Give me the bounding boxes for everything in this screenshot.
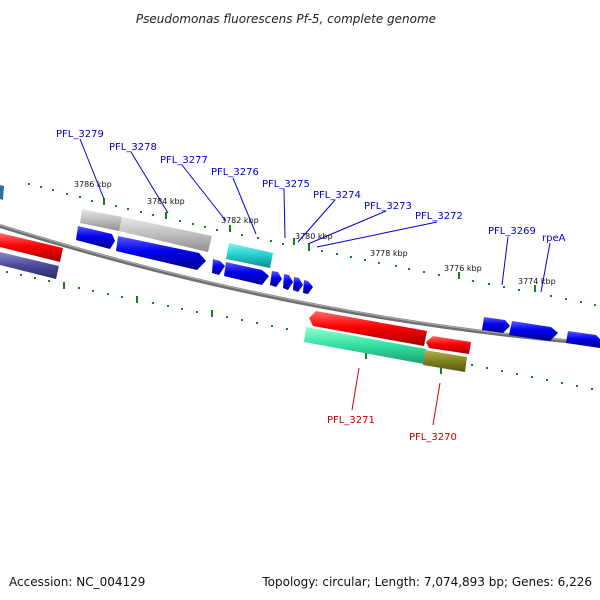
- gene-label[interactable]: PFL_3271: [327, 415, 375, 426]
- gene-feature[interactable]: [566, 331, 600, 348]
- gene-label[interactable]: PFL_3272: [415, 211, 463, 222]
- gene-feature[interactable]: [119, 217, 212, 252]
- gene-label[interactable]: PFL_3275: [262, 179, 310, 190]
- accession-text: Accession: NC_004129: [9, 575, 145, 589]
- gene-feature[interactable]: [116, 236, 206, 270]
- gene-feature[interactable]: [309, 311, 427, 346]
- gene-feature[interactable]: [293, 277, 303, 292]
- map-title: Pseudomonas fluorescens Pf-5, complete g…: [136, 12, 436, 26]
- forward-gene-label-texts: PFL_3279 PFL_3278 PFL_3277 PFL_3276 PFL_…: [56, 129, 566, 244]
- inner-tick-row: [6, 271, 593, 390]
- gene-feature[interactable]: [224, 262, 269, 285]
- genome-summary-text: Topology: circular; Length: 7,074,893 bp…: [261, 575, 592, 589]
- gene-label[interactable]: rpeA: [542, 233, 566, 244]
- gene-feature[interactable]: [426, 336, 471, 354]
- gene-feature[interactable]: [80, 209, 122, 231]
- gene-feature[interactable]: [270, 271, 282, 287]
- gene-feature[interactable]: [226, 243, 273, 268]
- outer-tick-row: [28, 183, 596, 306]
- gene-feature[interactable]: [283, 274, 293, 290]
- gene-label[interactable]: PFL_3277: [160, 155, 208, 166]
- gene-feature[interactable]: [0, 233, 63, 262]
- gene-features: [0, 185, 600, 372]
- tick-label: 3778 kbp: [370, 249, 408, 258]
- gene-feature[interactable]: [509, 321, 558, 341]
- gene-feature[interactable]: [76, 226, 115, 249]
- tick-label: 3776 kbp: [444, 264, 482, 273]
- gene-feature[interactable]: [303, 280, 313, 294]
- gene-label[interactable]: PFL_3273: [364, 201, 412, 212]
- tick-label: 3782 kbp: [221, 216, 259, 225]
- gene-label[interactable]: PFL_3276: [211, 167, 259, 178]
- reverse-gene-labels: [351, 367, 441, 426]
- gene-feature[interactable]: [212, 259, 225, 275]
- gene-feature[interactable]: [304, 327, 426, 364]
- gene-feature[interactable]: [0, 185, 4, 200]
- gene-label[interactable]: PFL_3274: [313, 190, 361, 201]
- reverse-gene-label-texts: PFL_3271 PFL_3270: [327, 415, 457, 443]
- forward-gene-labels: [79, 138, 551, 293]
- gene-label[interactable]: PFL_3270: [409, 432, 457, 443]
- tick-label: 3780 kbp: [295, 232, 333, 241]
- tick-label: 3784 kbp: [147, 197, 185, 206]
- tick-labels: 3786 kbp 3784 kbp 3782 kbp 3780 kbp 3778…: [74, 180, 556, 286]
- gene-feature[interactable]: [482, 317, 510, 333]
- tick-label: 3774 kbp: [518, 277, 556, 286]
- gene-feature[interactable]: [423, 350, 467, 372]
- gene-label[interactable]: PFL_3278: [109, 142, 157, 153]
- gene-label[interactable]: PFL_3279: [56, 129, 104, 140]
- gene-label[interactable]: PFL_3269: [488, 226, 536, 237]
- gene-feature[interactable]: [0, 252, 59, 279]
- tick-label: 3786 kbp: [74, 180, 112, 189]
